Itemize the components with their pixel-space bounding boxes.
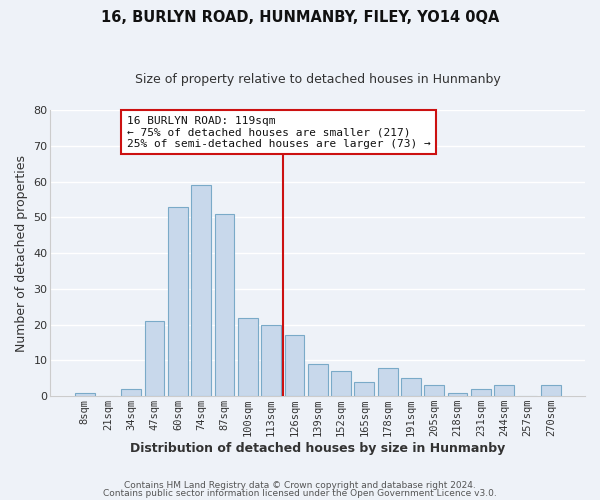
- Title: Size of property relative to detached houses in Hunmanby: Size of property relative to detached ho…: [135, 72, 500, 86]
- Bar: [494, 386, 514, 396]
- Bar: [191, 186, 211, 396]
- X-axis label: Distribution of detached houses by size in Hunmanby: Distribution of detached houses by size …: [130, 442, 505, 455]
- Bar: [168, 207, 188, 396]
- Bar: [261, 324, 281, 396]
- Bar: [215, 214, 235, 396]
- Bar: [145, 321, 164, 396]
- Bar: [378, 368, 398, 396]
- Bar: [331, 371, 351, 396]
- Bar: [308, 364, 328, 396]
- Bar: [401, 378, 421, 396]
- Text: 16, BURLYN ROAD, HUNMANBY, FILEY, YO14 0QA: 16, BURLYN ROAD, HUNMANBY, FILEY, YO14 0…: [101, 10, 499, 25]
- Bar: [238, 318, 258, 396]
- Bar: [424, 386, 444, 396]
- Bar: [471, 389, 491, 396]
- Y-axis label: Number of detached properties: Number of detached properties: [15, 154, 28, 352]
- Text: Contains public sector information licensed under the Open Government Licence v3: Contains public sector information licen…: [103, 488, 497, 498]
- Text: 16 BURLYN ROAD: 119sqm
← 75% of detached houses are smaller (217)
25% of semi-de: 16 BURLYN ROAD: 119sqm ← 75% of detached…: [127, 116, 430, 149]
- Bar: [75, 392, 95, 396]
- Text: Contains HM Land Registry data © Crown copyright and database right 2024.: Contains HM Land Registry data © Crown c…: [124, 481, 476, 490]
- Bar: [121, 389, 141, 396]
- Bar: [284, 336, 304, 396]
- Bar: [448, 392, 467, 396]
- Bar: [355, 382, 374, 396]
- Bar: [541, 386, 561, 396]
